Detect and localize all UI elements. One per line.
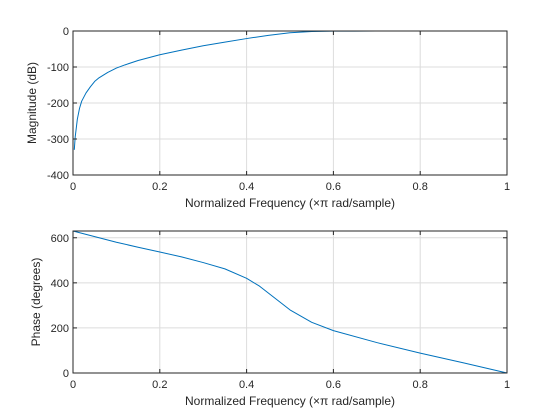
phase-x-tick-label: 0 <box>70 379 76 391</box>
magnitude-x-tick-label: 0 <box>70 181 76 193</box>
magnitude-x-tick-label: 1 <box>504 181 510 193</box>
magnitude-y-tick-label: -400 <box>47 170 69 182</box>
phase-x-axis-label: Normalized Frequency (×π rad/sample) <box>185 394 395 408</box>
magnitude-plot: 0 0.2 0.4 0.6 0.8 1 -400 -300 -200 -100 0 Normalize… <box>25 26 510 210</box>
magnitude-y-tick-label: -100 <box>47 62 69 74</box>
phase-x-tick-label: 0.4 <box>239 379 254 391</box>
phase-x-tick-label: 1 <box>504 379 510 391</box>
magnitude-y-tick-label: 0 <box>63 26 69 38</box>
magnitude-x-tick-label: 0.8 <box>413 181 428 193</box>
magnitude-x-tick-label: 0.4 <box>239 181 254 193</box>
magnitude-x-axis-label: Normalized Frequency (×π rad/sample) <box>185 196 395 210</box>
phase-y-tick-label: 600 <box>51 233 69 245</box>
phase-y-tick-label: 400 <box>51 278 69 290</box>
magnitude-x-tick-label: 0.2 <box>152 181 167 193</box>
phase-y-tick-label: 200 <box>51 323 69 335</box>
phase-axes-box <box>72 230 508 374</box>
magnitude-y-axis-label: Magnitude (dB) <box>25 62 39 144</box>
phase-plot: 0 0.2 0.4 0.6 0.8 1 0 200 400 600 Normalized Frequ… <box>29 230 510 408</box>
phase-x-tick-label: 0.8 <box>413 379 428 391</box>
phase-x-tick-label: 0.6 <box>326 379 341 391</box>
phase-y-axis-label: Phase (degrees) <box>29 258 43 347</box>
phase-y-tick-label: 0 <box>63 368 69 380</box>
phase-series-line <box>72 230 508 374</box>
phase-x-tick-label: 0.2 <box>152 379 167 391</box>
magnitude-y-tick-label: -300 <box>47 134 69 146</box>
magnitude-y-tick-label: -200 <box>47 98 69 110</box>
magnitude-x-tick-label: 0.6 <box>326 181 341 193</box>
phase-plot-area <box>73 231 507 373</box>
